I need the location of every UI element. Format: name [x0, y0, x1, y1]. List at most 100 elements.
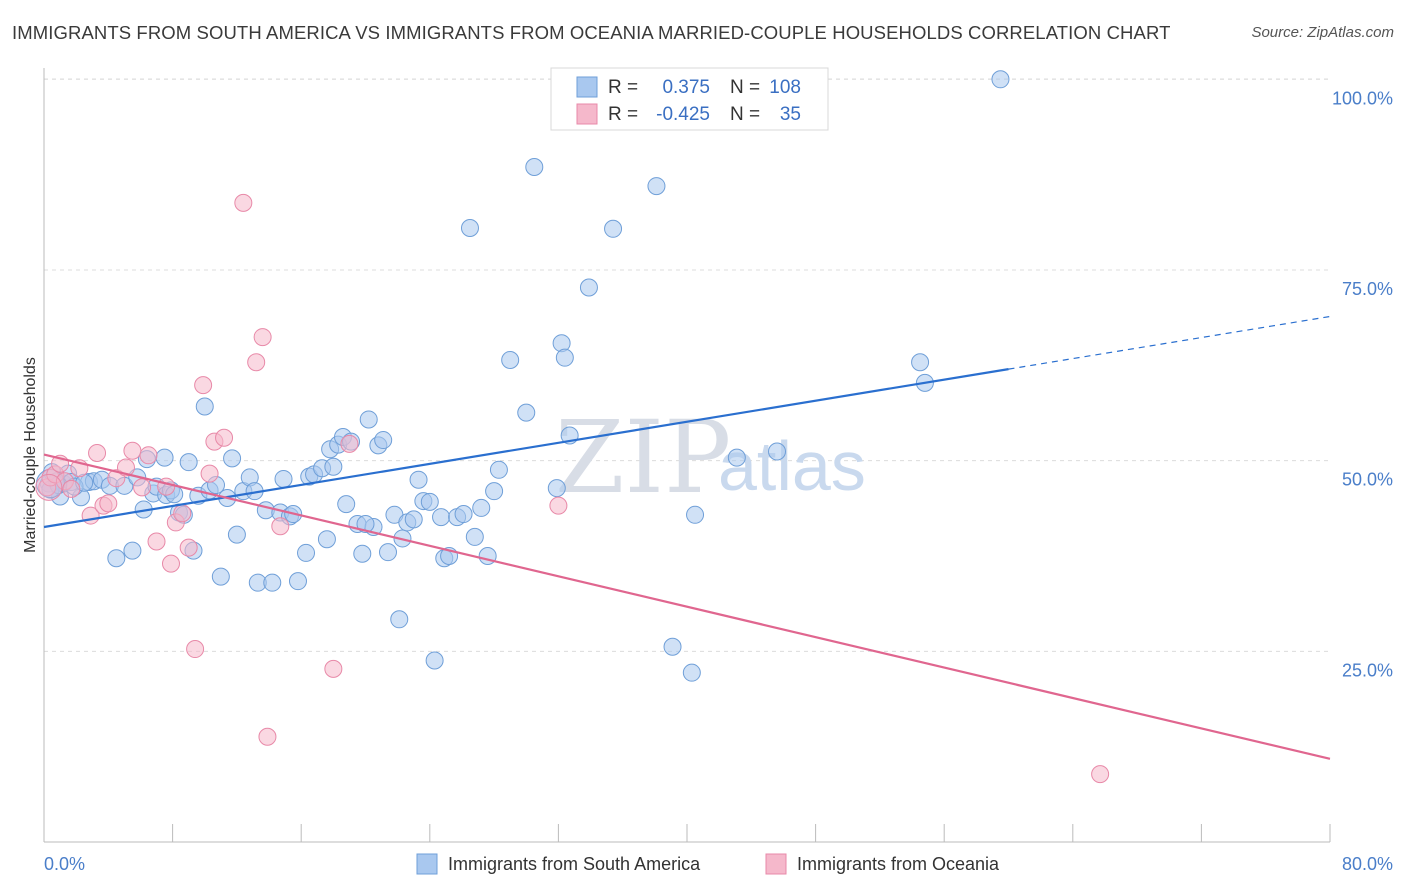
legend-swatch-pink: [576, 103, 598, 125]
point-oceania: [88, 444, 107, 463]
point-south-america: [485, 482, 504, 501]
point-south-america: [727, 448, 746, 467]
point-oceania: [200, 464, 219, 483]
trend-line-oceania: [43, 453, 1331, 760]
y-tick-label: 100.0%: [1332, 88, 1393, 108]
y-tick-label: 50.0%: [1342, 470, 1393, 490]
trend-line-south-america-extension: [1008, 315, 1331, 370]
point-oceania: [1091, 765, 1110, 784]
point-south-america: [297, 543, 316, 562]
point-south-america: [460, 219, 479, 238]
point-oceania: [161, 554, 180, 573]
legend-r-value-2: -0.425: [656, 104, 710, 125]
watermark: ZIP atlas: [555, 399, 866, 516]
point-south-america: [604, 219, 623, 238]
point-south-america: [356, 514, 375, 533]
point-south-america: [555, 348, 574, 367]
x-tick-labels: 0.0% 80.0%: [44, 854, 1393, 874]
bottom-legend-label-pink: Immigrants from Oceania: [797, 854, 1000, 874]
source-note: Source: ZipAtlas.com: [1251, 24, 1394, 41]
point-oceania: [549, 496, 568, 515]
point-south-america: [274, 469, 293, 488]
correlation-legend: R = 0.375 N = 108 R = -0.425 N = 35: [550, 67, 829, 131]
point-south-america: [317, 530, 336, 549]
watermark-zip: ZIP: [555, 399, 731, 516]
watermark-atlas: atlas: [718, 427, 866, 505]
point-south-america: [911, 353, 930, 372]
point-oceania: [340, 434, 359, 453]
point-oceania: [62, 479, 81, 498]
point-south-america: [409, 470, 428, 489]
point-oceania: [179, 538, 198, 557]
point-oceania: [186, 640, 205, 659]
series-oceania: [35, 193, 1110, 784]
point-south-america: [525, 158, 544, 177]
point-oceania: [234, 193, 253, 212]
point-south-america: [390, 610, 409, 629]
point-south-america: [353, 544, 372, 563]
legend-r-label-2: R =: [608, 104, 638, 125]
grid-lines: [44, 78, 1330, 652]
point-south-america: [123, 541, 142, 560]
x-tick-label: 0.0%: [44, 854, 85, 874]
point-oceania: [173, 504, 192, 523]
point-oceania: [99, 494, 118, 513]
legend-r-value-1: 0.375: [662, 77, 710, 98]
point-south-america: [517, 403, 536, 422]
point-south-america: [379, 543, 398, 562]
point-south-america: [489, 460, 508, 479]
y-axis-label: Married-couple Households: [22, 357, 39, 553]
chart-title: IMMIGRANTS FROM SOUTH AMERICA VS IMMIGRA…: [12, 22, 1171, 43]
point-south-america: [420, 492, 439, 511]
legend-n-value-2: 35: [780, 104, 801, 125]
point-south-america: [288, 572, 307, 591]
point-south-america: [579, 278, 598, 297]
bottom-legend-swatch-pink: [765, 853, 787, 875]
y-tick-label: 25.0%: [1342, 660, 1393, 680]
point-oceania: [123, 441, 142, 460]
point-oceania-cluster: [35, 473, 63, 501]
point-south-america: [465, 527, 484, 546]
point-south-america: [501, 350, 520, 369]
point-oceania: [133, 478, 152, 497]
point-south-america: [682, 663, 701, 682]
point-south-america: [107, 549, 126, 568]
point-south-america: [337, 495, 356, 514]
point-south-america: [768, 442, 787, 461]
point-south-america: [991, 70, 1010, 89]
point-south-america: [547, 479, 566, 498]
point-south-america: [211, 567, 230, 586]
point-oceania: [324, 659, 343, 678]
point-south-america: [155, 448, 174, 467]
point-oceania: [194, 376, 213, 395]
point-oceania: [215, 428, 234, 447]
point-south-america: [425, 651, 444, 670]
trend-line-south-america: [43, 368, 1009, 529]
y-tick-label: 75.0%: [1342, 279, 1393, 299]
point-south-america: [324, 457, 343, 476]
legend-r-label-1: R =: [608, 77, 638, 98]
point-south-america: [686, 505, 705, 524]
point-south-america: [404, 510, 423, 529]
point-oceania: [157, 477, 176, 496]
trend-lines: [43, 315, 1331, 760]
point-south-america: [227, 525, 246, 544]
y-tick-labels: 25.0% 50.0% 75.0% 100.0%: [1332, 88, 1393, 680]
legend-n-label-1: N =: [730, 77, 760, 98]
series-south-america: [35, 70, 1010, 682]
bottom-legend-swatch-blue: [416, 853, 438, 875]
point-oceania: [258, 727, 277, 746]
point-south-america: [432, 508, 451, 527]
point-south-america: [223, 449, 242, 468]
legend-n-label-2: N =: [730, 104, 760, 125]
point-south-america: [359, 410, 378, 429]
point-south-america: [663, 637, 682, 656]
point-south-america: [647, 177, 666, 196]
point-oceania: [147, 532, 166, 551]
point-south-america: [454, 505, 473, 524]
bottom-legend-label-blue: Immigrants from South America: [448, 854, 701, 874]
legend-swatch-blue: [576, 76, 598, 98]
point-south-america: [179, 453, 198, 472]
